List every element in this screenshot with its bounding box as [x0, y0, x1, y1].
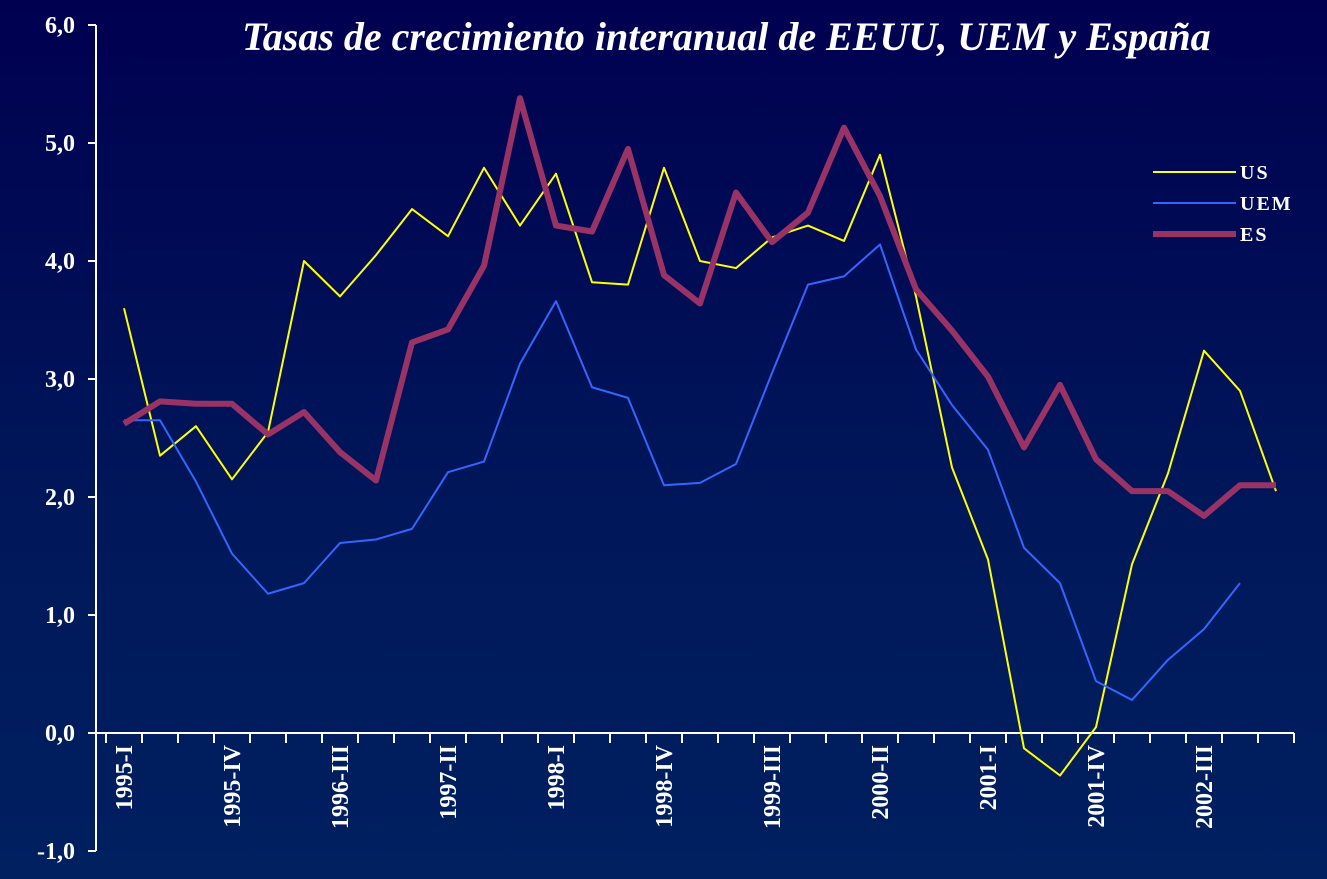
x-tick-label: 1998-I: [544, 745, 570, 810]
x-tick-label: 2001-IV: [1084, 744, 1110, 827]
y-tick-label: 2,0: [45, 485, 75, 511]
y-tick-label: 0,0: [45, 721, 75, 747]
legend-label: US: [1240, 162, 1270, 184]
x-tick-label: 2002-III: [1192, 745, 1218, 829]
x-tick-label: 1998-IV: [652, 744, 678, 827]
series-line: [124, 243, 1241, 701]
legend-label: ES: [1240, 224, 1268, 246]
x-tick-label: 1999-III: [760, 745, 786, 829]
x-tick-label: 2001-I: [976, 745, 1002, 810]
y-tick-label: 6,0: [45, 13, 75, 39]
chart-title: Tasas de crecimiento interanual de EEUU,…: [242, 14, 1211, 59]
legend-label: UEM: [1240, 193, 1293, 215]
y-tick-label: 4,0: [45, 249, 75, 275]
x-tick-label: 1995-I: [112, 745, 138, 810]
x-tick-label: 1995-IV: [220, 744, 246, 827]
x-tick-label: 2000-II: [868, 745, 894, 820]
y-tick-label: 5,0: [45, 131, 75, 157]
series-line: [123, 153, 1277, 777]
y-tick-label: 3,0: [45, 367, 75, 393]
y-tick-label: 1,0: [45, 603, 75, 629]
y-tick-label: -1,0: [37, 839, 75, 865]
x-tick-label: 1997-II: [436, 745, 462, 820]
x-tick-label: 1996-III: [328, 745, 354, 829]
series-line: [122, 95, 1276, 519]
